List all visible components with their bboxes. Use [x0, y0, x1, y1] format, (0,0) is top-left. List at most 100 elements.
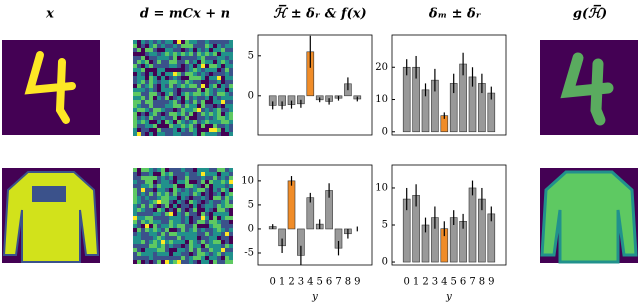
noise-pixel [177, 84, 181, 88]
noise-pixel [185, 88, 189, 92]
noise-pixel [213, 252, 217, 256]
noise-pixel [221, 172, 225, 176]
noise-pixel [189, 172, 193, 176]
noise-pixel [149, 236, 153, 240]
noise-pixel [169, 132, 173, 136]
noise-pixel [193, 188, 197, 192]
noise-pixel [205, 196, 209, 200]
noise-pixel [217, 248, 221, 252]
noise-pixel [221, 204, 225, 208]
noise-pixel [205, 260, 209, 264]
noise-pixel [145, 72, 149, 76]
noise-pixel [133, 48, 137, 52]
noise-pixel [149, 240, 153, 244]
noise-pixel [153, 176, 157, 180]
noise-pixel [189, 224, 193, 228]
noise-pixel [133, 104, 137, 108]
noise-pixel [165, 168, 169, 172]
noise-pixel [181, 120, 185, 124]
noise-pixel [221, 76, 225, 80]
noise-pixel [157, 180, 161, 184]
noise-pixel [145, 56, 149, 60]
noise-pixel [189, 108, 193, 112]
noise-pixel [157, 208, 161, 212]
noise-pixel [209, 204, 213, 208]
noise-pixel [149, 248, 153, 252]
noise-pixel [177, 172, 181, 176]
noise-pixel [205, 80, 209, 84]
noise-pixel [141, 180, 145, 184]
noise-pixel [205, 216, 209, 220]
plot-frame [257, 34, 373, 136]
noise-pixel [177, 80, 181, 84]
noise-pixel [177, 224, 181, 228]
noise-pixel [137, 176, 141, 180]
noise-pixel [217, 220, 221, 224]
noise-pixel [161, 168, 165, 172]
x-tick-label: 5 [317, 277, 323, 288]
noise-pixel [133, 112, 137, 116]
noise-pixel [133, 76, 137, 80]
noise-pixel [193, 212, 197, 216]
noise-pixel [201, 120, 205, 124]
noise-pixel [133, 64, 137, 68]
noise-pixel [145, 68, 149, 72]
noise-pixel [161, 184, 165, 188]
noise-pixel [193, 204, 197, 208]
noise-pixel [205, 172, 209, 176]
noise-pixel [153, 220, 157, 224]
x-axis-label: y [311, 292, 318, 303]
noise-pixel [137, 196, 141, 200]
noise-pixel [165, 216, 169, 220]
noise-pixel [145, 44, 149, 48]
y-tick-label: 0 [248, 223, 254, 234]
noise-pixel [229, 40, 233, 44]
noise-pixel [197, 220, 201, 224]
noise-pixel [201, 236, 205, 240]
noise-pixel [205, 64, 209, 68]
noise-pixel [217, 40, 221, 44]
noise-pixel [133, 208, 137, 212]
noise-pixel [181, 236, 185, 240]
noise-pixel [157, 72, 161, 76]
noise-pixel [197, 80, 201, 84]
noise-pixel [137, 208, 141, 212]
noise-pixel [149, 212, 153, 216]
noise-pixel [217, 196, 221, 200]
noise-pixel [221, 244, 225, 248]
noise-pixel [177, 120, 181, 124]
noise-pixel [221, 116, 225, 120]
noise-pixel [141, 52, 145, 56]
noise-pixel [209, 184, 213, 188]
noise-pixel [217, 208, 221, 212]
noise-pixel [193, 224, 197, 228]
noise-pixel [221, 132, 225, 136]
noise-pixel [213, 216, 217, 220]
noise-pixel [165, 100, 169, 104]
noise-pixel [225, 244, 229, 248]
noise-pixel [229, 84, 233, 88]
noise-pixel [181, 88, 185, 92]
noise-pixel [165, 116, 169, 120]
noise-pixel [197, 176, 201, 180]
noise-pixel [217, 96, 221, 100]
images [2, 40, 638, 264]
noise-pixel [229, 236, 233, 240]
noise-pixel [213, 120, 217, 124]
noise-pixel [157, 220, 161, 224]
noise-pixel [149, 180, 153, 184]
noise-pixel [189, 260, 193, 264]
noise-pixel [225, 112, 229, 116]
noise-pixel [205, 108, 209, 112]
noise-pixel [189, 192, 193, 196]
noise-pixel [229, 48, 233, 52]
noise-pixel [193, 200, 197, 204]
x-tick-label: 7 [469, 277, 475, 288]
noise-pixel [197, 212, 201, 216]
noise-pixel [161, 176, 165, 180]
noise-pixel [197, 104, 201, 108]
noise-pixel [169, 220, 173, 224]
noise-pixel [173, 212, 177, 216]
noise-pixel [137, 84, 141, 88]
noise-pixel [213, 64, 217, 68]
